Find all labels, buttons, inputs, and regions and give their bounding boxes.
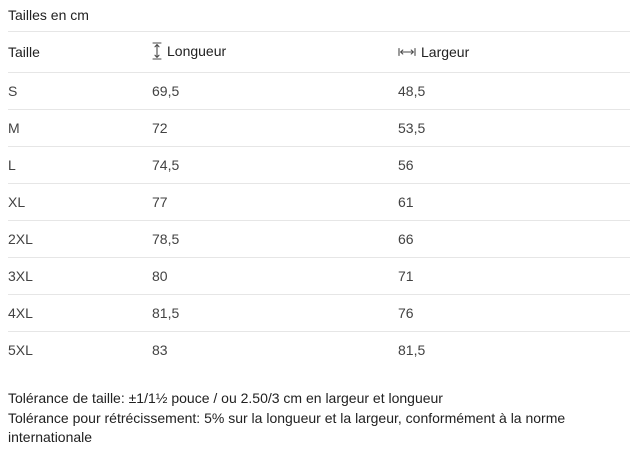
table-row: 5XL 83 81,5 (8, 332, 630, 369)
table-row: S 69,5 48,5 (8, 72, 630, 110)
table-row: 2XL 78,5 66 (8, 220, 630, 258)
column-header-label: Largeur (421, 44, 470, 60)
column-header-taille: Taille (8, 32, 152, 73)
largeur-cell: 53,5 (398, 109, 630, 147)
longueur-cell: 69,5 (152, 72, 398, 110)
size-cell: 5XL (8, 342, 33, 358)
table-row: L 74,5 56 (8, 146, 630, 184)
size-cell: 4XL (8, 294, 152, 332)
longueur-cell: 74,5 (152, 146, 398, 184)
size-cell: L (8, 146, 152, 184)
largeur-cell: 71 (398, 257, 630, 295)
shrinkage-tolerance-note: Tolérance pour rétrécissement: 5% sur la… (8, 409, 566, 446)
largeur-cell: 48,5 (398, 72, 630, 110)
longueur-cell: 81,5 (152, 294, 398, 332)
table-row: M 72 53,5 (8, 109, 630, 147)
column-header-label: Longueur (167, 42, 227, 59)
longueur-cell: 77 (152, 183, 398, 221)
tolerance-notes: Tolérance de taille: ±1/1½ pouce / ou 2.… (8, 389, 628, 448)
length-vertical-arrow-icon (152, 42, 162, 60)
largeur-cell: 61 (398, 183, 630, 221)
column-header-longueur: Longueur (152, 32, 398, 73)
size-tolerance-note: Tolérance de taille: ±1/1½ pouce / ou 2.… (8, 390, 443, 406)
longueur-cell: 72 (152, 109, 398, 147)
column-header-largeur: Largeur (398, 32, 630, 73)
largeur-cell: 56 (398, 146, 630, 184)
size-table: Taille Longueur Largeur (8, 32, 630, 368)
longueur-cell: 83 (152, 342, 168, 358)
size-cell: 3XL (8, 257, 152, 295)
width-horizontal-arrow-icon (398, 47, 416, 57)
table-row: XL 77 61 (8, 183, 630, 221)
size-cell: 2XL (8, 220, 152, 258)
table-row: 3XL 80 71 (8, 257, 630, 295)
size-cell: M (8, 109, 152, 147)
largeur-cell: 76 (398, 294, 630, 332)
size-cell: S (8, 72, 152, 110)
longueur-cell: 80 (152, 257, 398, 295)
table-row: 4XL 81,5 76 (8, 294, 630, 332)
longueur-cell: 78,5 (152, 220, 398, 258)
table-header-row: Taille Longueur Largeur (8, 32, 630, 73)
largeur-cell: 81,5 (398, 342, 426, 358)
largeur-cell: 66 (398, 220, 630, 258)
page-title: Tailles en cm (8, 7, 630, 32)
size-cell: XL (8, 183, 152, 221)
